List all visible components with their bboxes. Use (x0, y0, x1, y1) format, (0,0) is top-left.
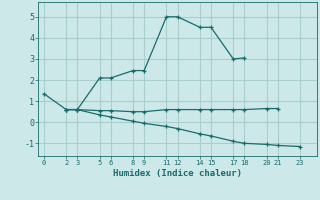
X-axis label: Humidex (Indice chaleur): Humidex (Indice chaleur) (113, 169, 242, 178)
